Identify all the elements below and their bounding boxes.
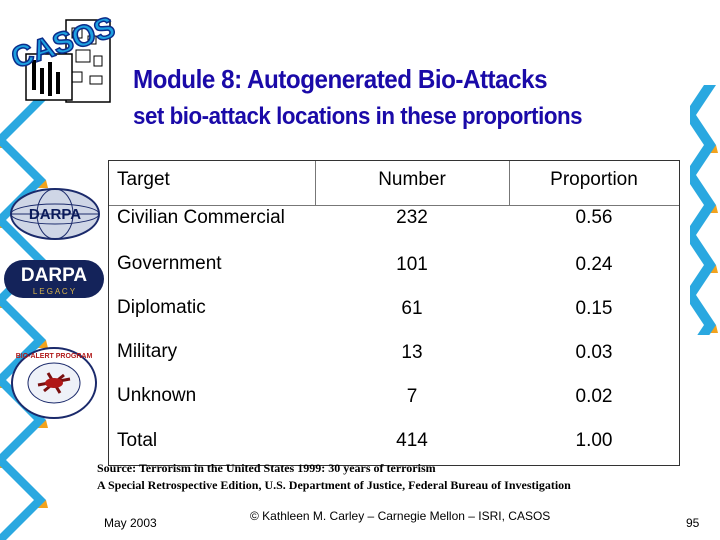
number-cell: 7 [406, 386, 418, 407]
source-line: Source: Terrorism in the United States 1… [97, 461, 436, 475]
darpa-globe-text: DARPA [29, 206, 81, 223]
zigzag-segment [690, 115, 716, 145]
zigzag-segment [690, 235, 716, 265]
proportion-cell: 0.03 [575, 342, 613, 363]
proportion-cell: 0.15 [575, 298, 613, 319]
header-divider [509, 161, 510, 205]
proportion-cell: 0.24 [575, 254, 613, 275]
target-cell: Civilian Commercial [117, 207, 285, 228]
proportion-cell: 0.02 [575, 386, 613, 407]
target-cell: Military [117, 341, 178, 362]
target-cell: Diplomatic [117, 297, 206, 318]
number-cell: 101 [396, 254, 428, 275]
attack-target-table: Target Number Proportion Civilian Commer… [108, 160, 680, 466]
proportion-cell: 1.00 [575, 430, 613, 451]
zigzag-decoration-right [690, 85, 718, 335]
column-header-target: Target [117, 169, 170, 190]
darpa-globe-emblem: DARPA [10, 188, 100, 240]
page-title: Module 8: Autogenerated Bio-Attacks [133, 64, 548, 94]
zigzag-segment [0, 100, 46, 140]
zigzag-segment [690, 295, 716, 325]
number-cell: 13 [401, 342, 423, 363]
column-header-number: Number [378, 169, 446, 190]
footer-date: May 2003 [104, 516, 157, 530]
number-cell: 61 [401, 298, 423, 319]
zigzag-segment [690, 205, 716, 235]
source-line: A Special Retrospective Edition, U.S. De… [97, 478, 571, 492]
footer-copyright: © Kathleen M. Carley – Carnegie Mellon –… [250, 509, 551, 523]
casos-logo: CASOS [7, 10, 118, 103]
header-divider [109, 205, 679, 206]
number-cell: 232 [396, 207, 428, 228]
zigzag-segment [697, 325, 716, 335]
zigzag-segment [690, 175, 716, 205]
number-cell: 414 [396, 430, 428, 451]
header-divider [315, 161, 316, 205]
zigzag-segment [0, 140, 46, 180]
zigzag-segment [690, 85, 716, 115]
target-cell: Government [117, 253, 222, 274]
zigzag-segment [0, 300, 46, 340]
bio-alert-text: BIO-ALERT PROGRAM [16, 353, 93, 360]
darpa-legacy-title: DARPA [21, 265, 87, 286]
zigzag-segment [0, 460, 46, 500]
zigzag-segment [690, 145, 716, 175]
target-cell: Unknown [117, 385, 197, 406]
darpa-legacy-subtitle: L E G A C Y [33, 287, 76, 296]
source-citation: Source: Terrorism in the United States 1… [97, 460, 571, 494]
page-number: 95 [686, 516, 700, 530]
bio-alert-emblem: BIO-ALERT PROGRAM [11, 347, 97, 419]
zigzag-segment [0, 500, 46, 540]
zigzag-segment [0, 420, 46, 460]
proportion-cell: 0.56 [575, 207, 613, 228]
page-subtitle: set bio-attack locations in these propor… [133, 103, 583, 130]
zigzag-segment [690, 265, 716, 295]
darpa-legacy-emblem: DARPA L E G A C Y [4, 260, 104, 298]
column-header-proportion: Proportion [550, 169, 638, 190]
target-cell: Total [117, 430, 158, 451]
zigzag-segment [0, 220, 46, 260]
